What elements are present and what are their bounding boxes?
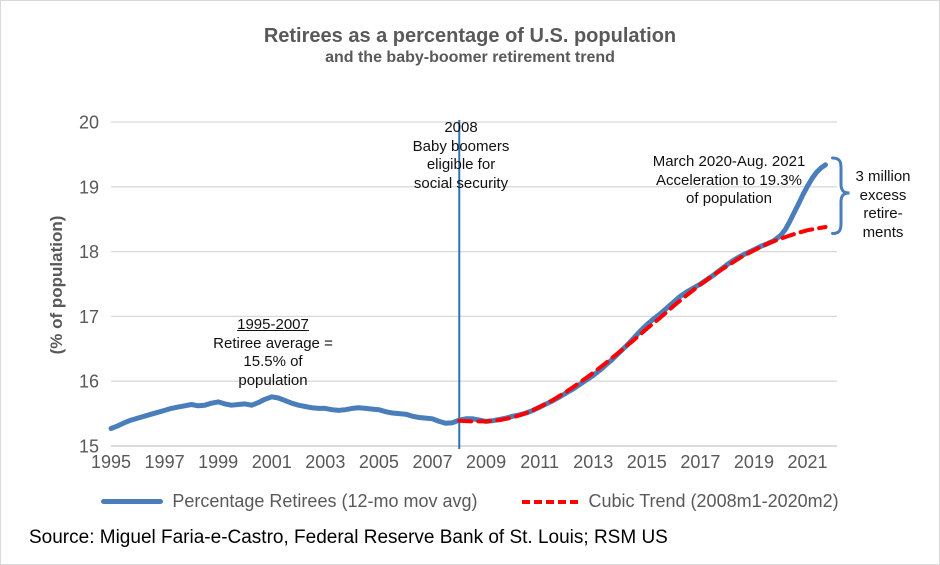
annotation-retiree-average: 1995-2007 Retiree average = 15.5% of pop… <box>213 297 333 410</box>
y-tick-label: 16 <box>79 372 99 392</box>
chart-legend: Percentage Retirees (12-mo mov avg) Cubi… <box>1 491 939 512</box>
legend-label-retirees: Percentage Retirees (12-mo mov avg) <box>172 491 478 511</box>
annotation-baby-boomers-heading: 2008 <box>444 118 478 136</box>
x-tick-label: 1995 <box>91 452 131 472</box>
chart-title: Retirees as a percentage of U.S. populat… <box>263 25 677 47</box>
y-tick-label: 18 <box>79 242 99 262</box>
annotation-retiree-average-heading: 1995-2007 <box>237 315 309 333</box>
x-tick-label: 2015 <box>627 452 667 472</box>
x-tick-label: 2017 <box>680 452 720 472</box>
series-line-cubic-trend <box>457 225 828 424</box>
legend-item-cubic-trend: Cubic Trend (2008m1-2020m2) <box>521 491 839 512</box>
y-tick-label: 15 <box>79 437 99 457</box>
x-tick-label: 2001 <box>252 452 292 472</box>
legend-swatch-retirees <box>101 499 164 504</box>
x-tick-label: 1997 <box>145 452 185 472</box>
x-tick-label: 2005 <box>359 452 399 472</box>
x-tick-label: 2007 <box>412 452 452 472</box>
chart-plot: 15 16 17 18 19 20 1995 1997 1999 2001 2003 2005 2007… <box>79 113 850 472</box>
y-tick-label: 17 <box>79 307 99 327</box>
source-credit: Source: Miguel Faria-e-Castro, Federal R… <box>29 527 668 548</box>
title-block: Retirees as a percentage of U.S. populat… <box>1 25 939 68</box>
x-tick-label: 2011 <box>520 452 559 472</box>
chart-subtitle: and the baby-boomer retirement trend <box>325 49 615 66</box>
x-tick-label: 2019 <box>734 452 774 472</box>
annotation-retiree-average-text: Retiree average = 15.5% of population <box>213 334 333 390</box>
x-tick-label: 2021 <box>788 452 828 472</box>
annotation-excess-retirements-text: 3 million excess retire- ments <box>855 167 911 241</box>
annotation-baby-boomers-text: Baby boomers eligible for social securit… <box>412 137 510 193</box>
x-tick-label: 1999 <box>198 452 238 472</box>
x-tick-label: 2003 <box>305 452 345 472</box>
annotation-acceleration-text: March 2020-Aug. 2021 Acceleration to 19.… <box>652 152 806 208</box>
y-tick-label: 19 <box>79 177 99 197</box>
legend-swatch-cubic-trend <box>521 499 580 504</box>
legend-label-cubic-trend: Cubic Trend (2008m1-2020m2) <box>588 491 839 511</box>
y-tick-label: 20 <box>79 113 99 133</box>
brace-bracket <box>831 156 850 235</box>
x-tick-label: 2009 <box>466 452 506 472</box>
annotation-baby-boomers: 2008 Baby boomers eligible for social se… <box>413 100 510 213</box>
annotation-excess-retirements: 3 million excess retire- ments <box>855 149 910 262</box>
annotation-acceleration: March 2020-Aug. 2021 Acceleration to 19.… <box>653 134 806 228</box>
x-tick-label: 2013 <box>573 452 613 472</box>
legend-item-retirees: Percentage Retirees (12-mo mov avg) <box>101 491 478 512</box>
